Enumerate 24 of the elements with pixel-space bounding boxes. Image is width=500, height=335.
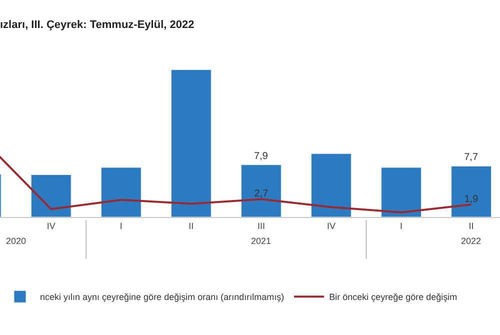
legend-label: nceki yılın aynı çeyreğine göre değişim oranı (arındırılmamış) xyxy=(40,292,284,302)
text: 2020 xyxy=(6,236,26,246)
x-tick-label: IV xyxy=(46,220,56,231)
data-label: 2,7 xyxy=(254,188,269,200)
legend-label: Bir önceki çeyreğe göre değişim xyxy=(329,292,458,302)
text: 2022 xyxy=(461,236,482,246)
x-tick-label: I xyxy=(120,220,122,231)
bar xyxy=(30,174,72,217)
text: 2021 xyxy=(251,236,272,246)
x-tick-label: III xyxy=(257,220,265,231)
x-tick-label: II xyxy=(468,220,474,231)
bar xyxy=(381,167,422,217)
data-label: 7,7 xyxy=(464,152,478,164)
bar xyxy=(451,166,492,217)
bar xyxy=(311,153,352,217)
x-tick-label: I xyxy=(400,220,403,231)
x-tick-label: II xyxy=(188,220,194,231)
data-label: 7,9 xyxy=(254,150,268,162)
x-tick-label: IV xyxy=(326,220,336,231)
data-label: 1,9 xyxy=(464,194,479,205)
bar xyxy=(241,164,282,217)
bar xyxy=(100,167,142,217)
chart-title: ızları, III. Çeyrek: Temmuz-Eylül, 2022 xyxy=(0,18,194,31)
bar xyxy=(170,70,212,217)
